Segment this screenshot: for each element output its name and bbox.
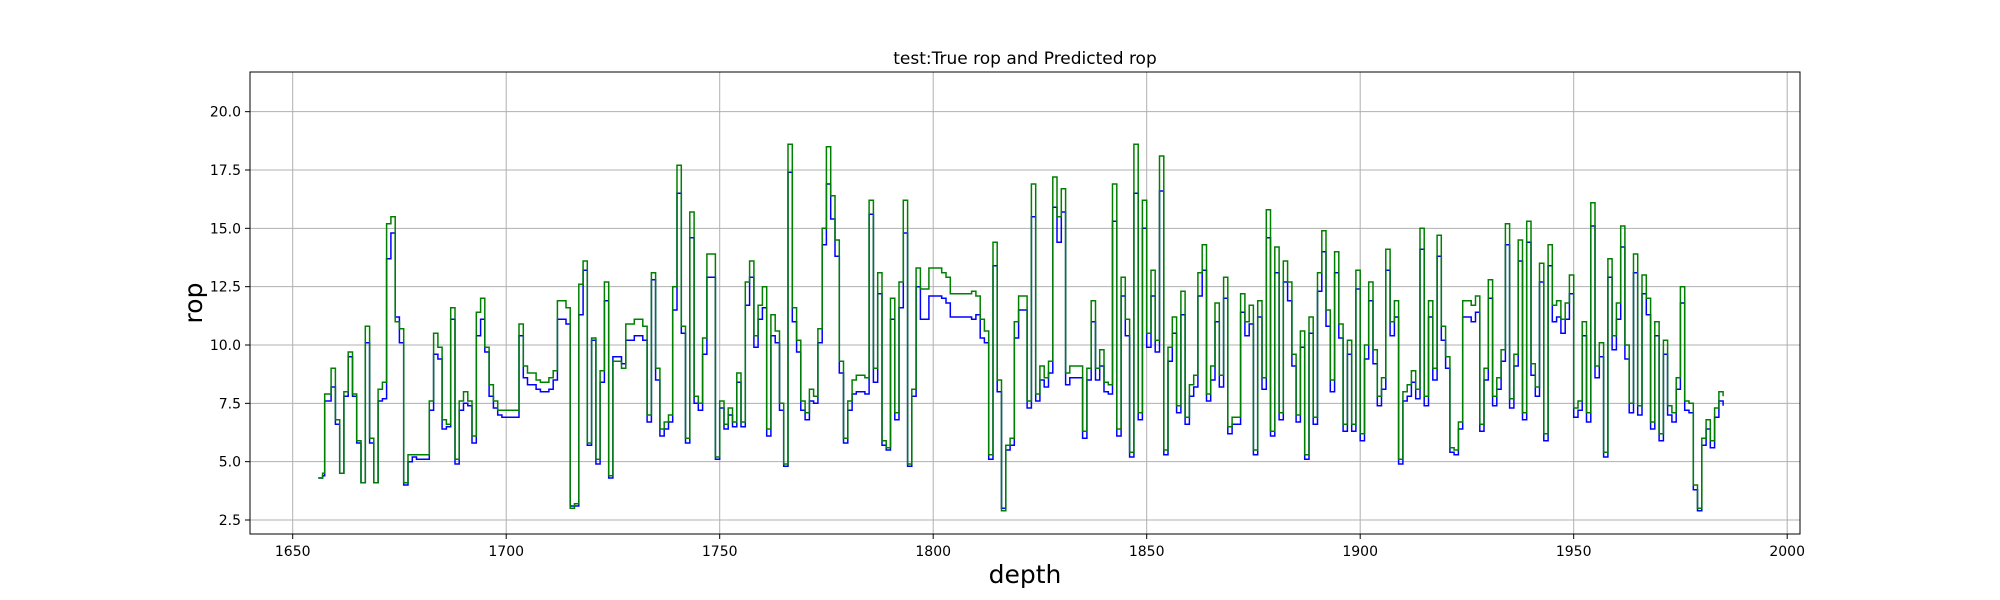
x-tick-label: 1650 <box>275 544 311 560</box>
series-line-1 <box>318 171 1724 512</box>
y-tick-label: 7.5 <box>219 396 241 412</box>
x-tick-label: 1700 <box>488 544 524 560</box>
y-tick-label: 12.5 <box>210 280 241 296</box>
grid-lines <box>250 72 1800 534</box>
chart-title: test:True rop and Predicted rop <box>893 49 1157 69</box>
x-tick-label: 1950 <box>1556 544 1592 560</box>
x-tick-label: 2000 <box>1769 544 1805 560</box>
x-axis-title: depth <box>989 560 1062 589</box>
x-tick-label: 1850 <box>1129 544 1165 560</box>
y-tick-label: 2.5 <box>219 513 241 529</box>
plot-frame <box>249 71 1801 535</box>
y-tick-label: 15.0 <box>210 221 241 237</box>
series-layer <box>318 143 1724 512</box>
x-axis: 1650 1700 1750 1800 1850 1900 1950 2000 <box>275 534 1805 560</box>
y-axis-title: rop <box>179 283 208 324</box>
x-tick-label: 1750 <box>702 544 738 560</box>
y-tick-label: 10.0 <box>210 338 241 354</box>
y-tick-label: 20.0 <box>210 105 241 121</box>
x-tick-label: 1800 <box>915 544 951 560</box>
y-tick-label: 17.5 <box>210 163 241 179</box>
x-tick-label: 1900 <box>1342 544 1378 560</box>
y-tick-label: 5.0 <box>219 455 241 471</box>
y-axis: 2.5 5.0 7.5 10.0 12.5 15.0 17.5 20.0 <box>210 105 250 529</box>
series-line-2 <box>318 143 1724 512</box>
